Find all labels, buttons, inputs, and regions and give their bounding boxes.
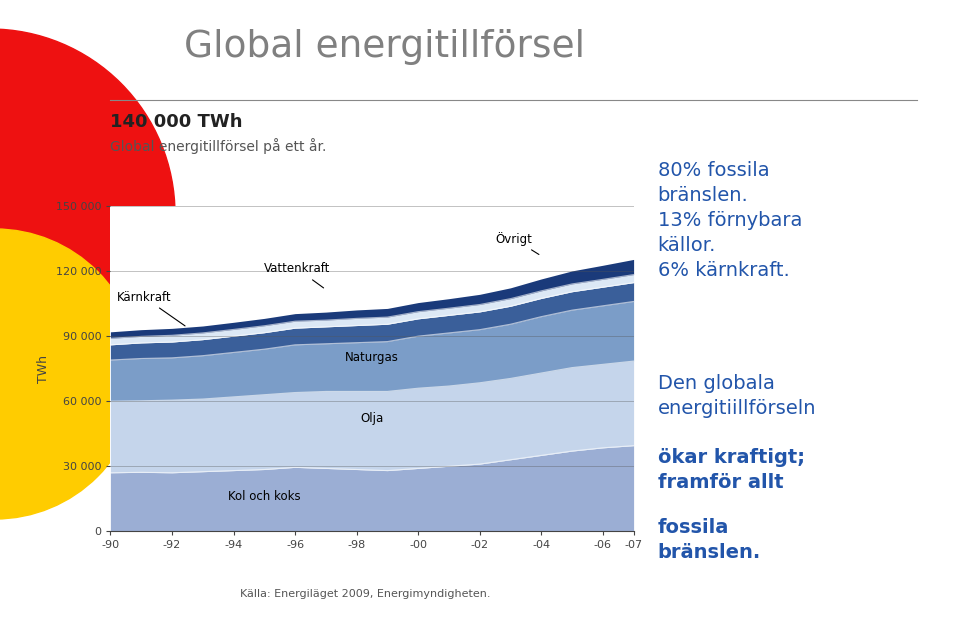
Text: ökar kraftigt;
framför allt: ökar kraftigt; framför allt (658, 448, 804, 491)
Text: Global energitillförsel: Global energitillförsel (183, 29, 585, 65)
Circle shape (0, 29, 175, 399)
Text: Den globala
energitiillförseln: Den globala energitiillförseln (658, 374, 816, 417)
Text: Vattenkraft: Vattenkraft (264, 263, 330, 288)
Text: 80% fossila
bränslen.
13% förnybara
källor.
6% kärnkraft.: 80% fossila bränslen. 13% förnybara käll… (658, 161, 802, 280)
Text: Kol och koks: Kol och koks (228, 490, 300, 503)
Text: Global energitillförsel på ett år.: Global energitillförsel på ett år. (110, 138, 326, 155)
Text: Källa: Energiläget 2009, Energimyndigheten.: Källa: Energiläget 2009, Energimyndighet… (240, 589, 490, 600)
Text: Kärnkraft: Kärnkraft (116, 290, 185, 326)
Y-axis label: TWh: TWh (37, 355, 50, 383)
Text: Olja: Olja (360, 412, 384, 425)
Text: 140 000 TWh: 140 000 TWh (110, 113, 243, 131)
Text: fossila
bränslen.: fossila bränslen. (658, 518, 761, 562)
Text: Naturgas: Naturgas (345, 352, 399, 365)
Text: Övrigt: Övrigt (495, 232, 539, 254)
Circle shape (0, 229, 140, 519)
